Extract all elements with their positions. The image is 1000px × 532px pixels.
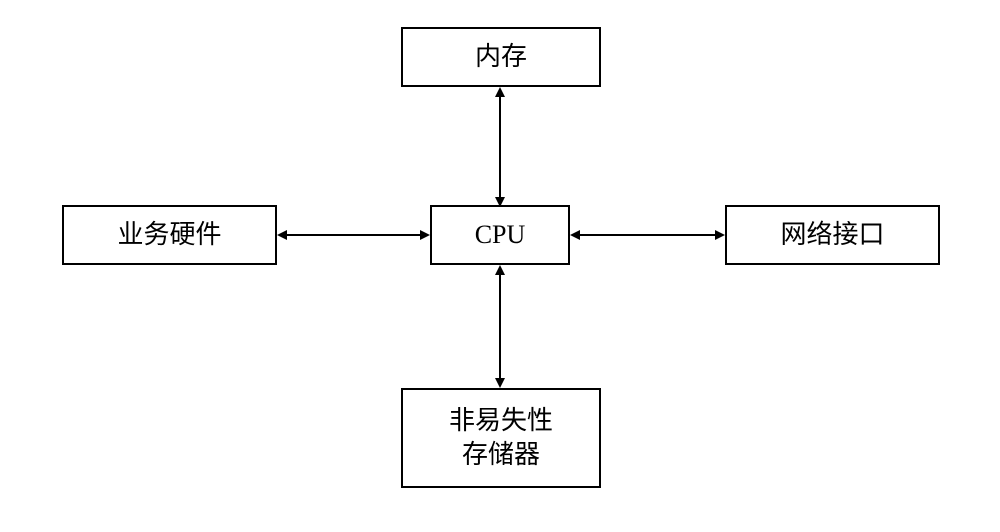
node-memory: 内存: [401, 27, 601, 87]
node-network-interface-label: 网络接口: [780, 218, 884, 252]
node-business-hardware-label: 业务硬件: [117, 218, 221, 252]
node-cpu-label: CPU: [475, 218, 526, 252]
node-cpu: CPU: [430, 205, 570, 265]
node-memory-label: 内存: [475, 40, 527, 74]
node-nonvolatile-storage: 非易失性 存储器: [401, 388, 601, 488]
node-nonvolatile-storage-label: 非易失性 存储器: [449, 404, 553, 472]
node-business-hardware: 业务硬件: [62, 205, 277, 265]
diagram-container: 内存 CPU 业务硬件 网络接口 非易失性 存储器: [0, 0, 1000, 532]
node-network-interface: 网络接口: [725, 205, 940, 265]
